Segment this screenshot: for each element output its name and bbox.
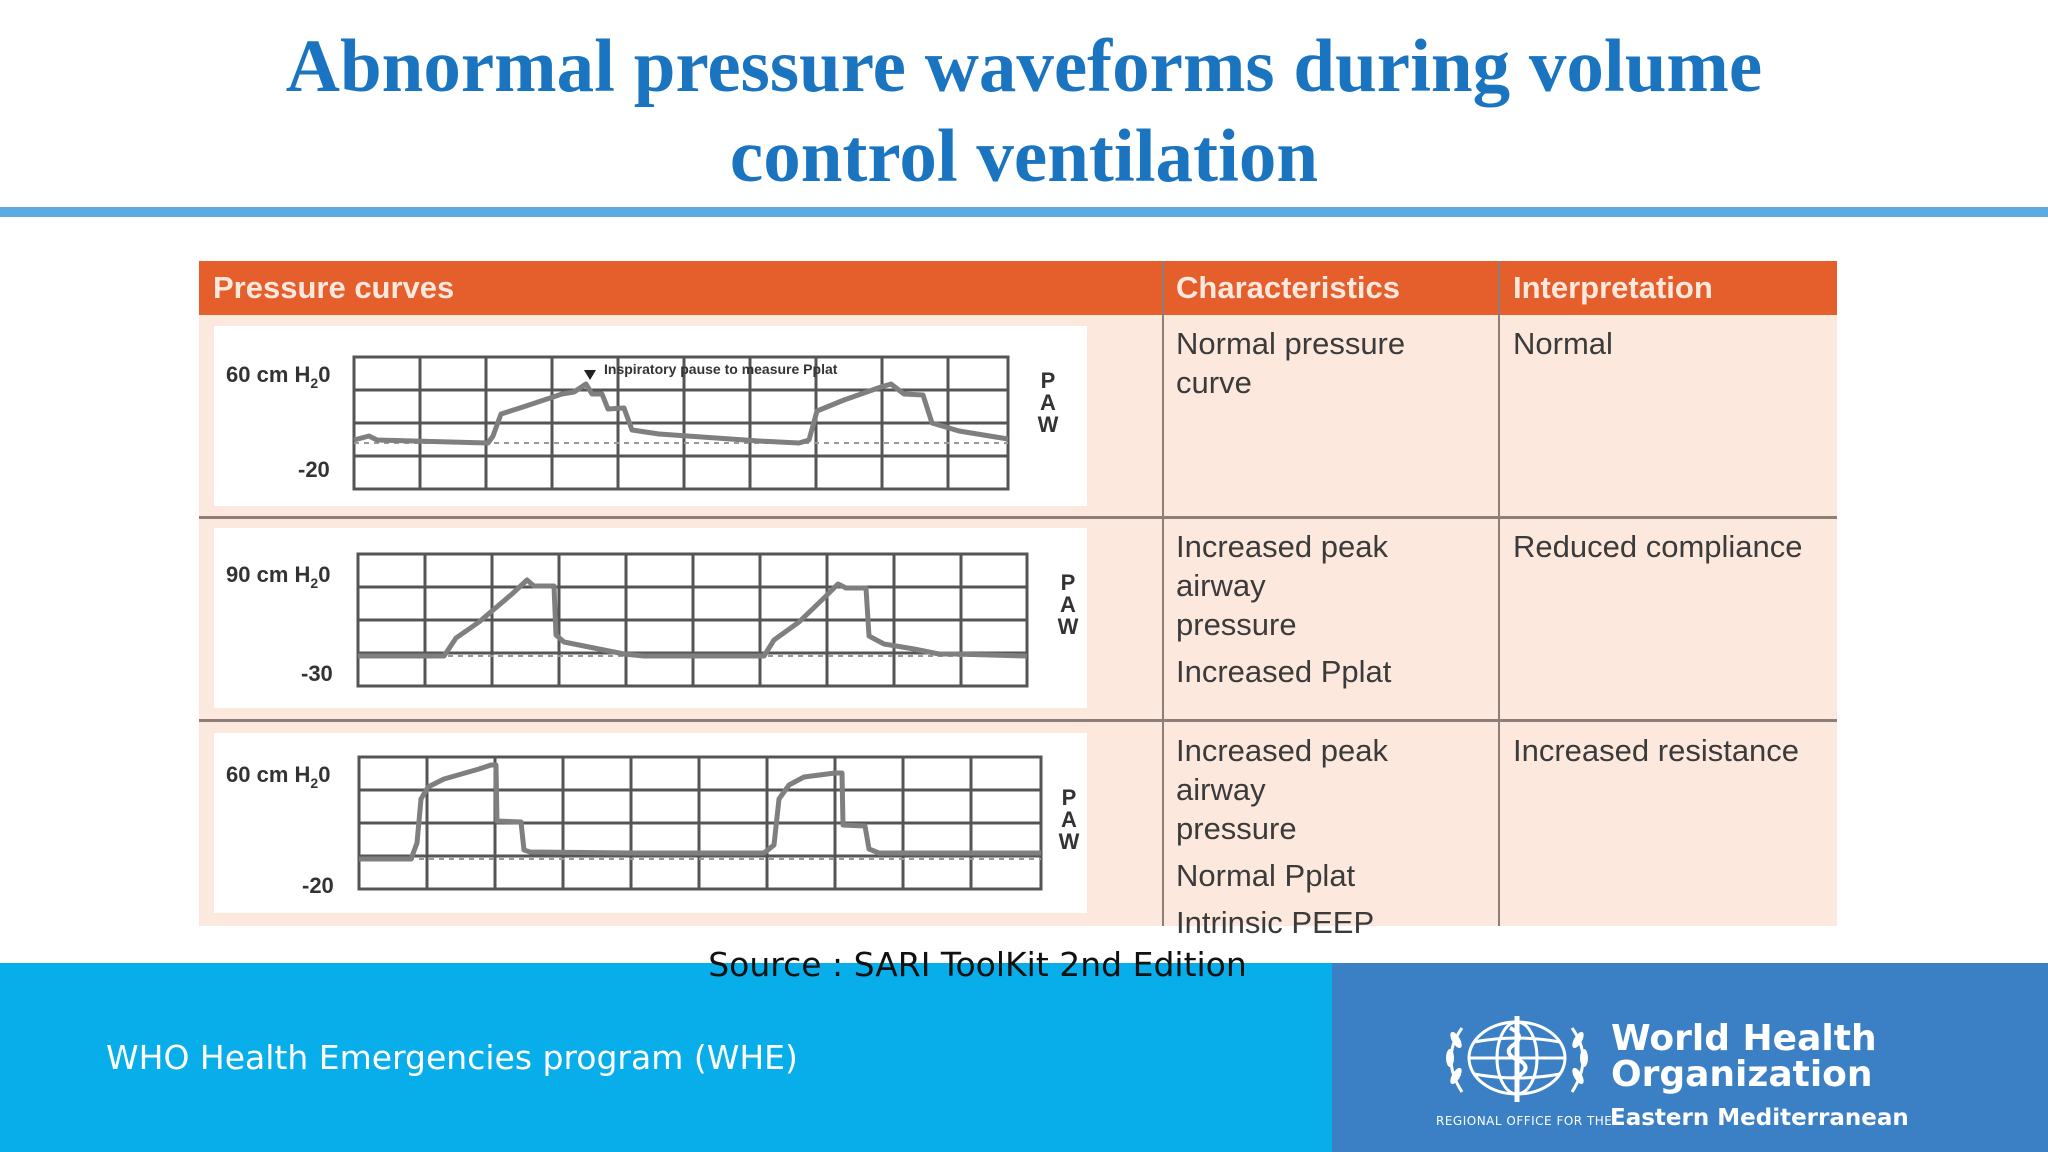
row-divider [199, 719, 1837, 722]
table-header: Pressure curves Characteristics Interpre… [199, 261, 1837, 315]
axis-label-p: P [1061, 570, 1076, 595]
pressure-curve-normal: 60 cm H20 -20 Inspiratory pause to measu… [214, 326, 1087, 506]
characteristic-text: Intrinsic PEEP [1176, 905, 1375, 940]
scale-top-label: 60 cm H20 [226, 362, 330, 391]
who-name: World Health Organization [1611, 1021, 1877, 1093]
characteristic-text: pressure [1176, 811, 1297, 846]
source-caption: Source : SARI ToolKit 2nd Edition [708, 945, 1247, 984]
column-divider [1498, 261, 1500, 926]
axis-label-w: W [1059, 829, 1080, 854]
title-divider [0, 207, 2048, 217]
row-divider [199, 516, 1837, 519]
characteristic-text: Normal Pplat [1176, 858, 1356, 893]
waveform-reduced-compliance: 90 cm H20 -30 P A W [226, 552, 1079, 688]
waveform-table: Pressure curves Characteristics Interpre… [199, 261, 1837, 940]
scale-bottom-label: -30 [301, 661, 333, 686]
axis-label-a: A [1060, 592, 1076, 617]
interpretation-normal: Normal [1513, 326, 1613, 361]
axis-label-p: P [1041, 368, 1056, 393]
scale-bottom-label: -20 [298, 457, 330, 482]
axis-label-w: W [1058, 614, 1079, 639]
slide-title-line-1: Abnormal pressure waveforms during volum… [285, 25, 1763, 108]
characteristic-text: Increased peak airway [1176, 529, 1388, 603]
characteristics-reduced-compliance: Increased peak airway pressure Increased… [1176, 527, 1486, 691]
characteristics-normal: Normal pressure curve [1176, 324, 1486, 402]
axis-label-p: P [1062, 785, 1077, 810]
header-pressure-curves: Pressure curves [213, 270, 455, 305]
header-interpretation: Interpretation [1513, 270, 1713, 305]
column-divider [1162, 261, 1164, 926]
slide-title: Abnormal pressure waveforms during volum… [0, 22, 2048, 202]
plot-grid [357, 755, 1043, 891]
header-characteristics: Characteristics [1176, 270, 1401, 305]
footer-band [0, 963, 1332, 1152]
axis-label-a: A [1040, 390, 1056, 415]
axis-label-w: W [1038, 412, 1059, 437]
waveform-normal: 60 cm H20 -20 Inspiratory pause to measu… [226, 355, 1059, 491]
pressure-curve-increased-resistance: 60 cm H20 -20 P A W [214, 733, 1087, 913]
characteristic-text: pressure [1176, 607, 1297, 642]
scale-top-label: 90 cm H20 [226, 562, 330, 591]
pressure-curve-reduced-compliance: 90 cm H20 -30 P A W [214, 528, 1087, 708]
interpretation-reduced-compliance: Reduced compliance [1513, 529, 1803, 564]
characteristics-increased-resistance: Increased peak airway pressure Normal Pp… [1176, 731, 1486, 942]
who-region-prefix: REGIONAL OFFICE FOR THE [1436, 1114, 1613, 1128]
characteristic-text: Normal pressure curve [1176, 326, 1406, 400]
pressure-trace [359, 762, 1041, 862]
slide-title-line-2: control ventilation [729, 115, 1319, 198]
interpretation-increased-resistance: Increased resistance [1513, 733, 1800, 768]
characteristic-text: Increased peak airway [1176, 733, 1388, 807]
axis-label-a: A [1061, 807, 1077, 832]
who-emblem-icon [1446, 1016, 1588, 1102]
pause-marker-icon [584, 370, 596, 380]
who-name-line-2: Organization [1611, 1054, 1873, 1095]
characteristic-text: Increased Pplat [1176, 654, 1392, 689]
waveform-increased-resistance: 60 cm H20 -20 P A W [226, 755, 1080, 898]
program-name: WHO Health Emergencies program (WHE) [106, 1038, 798, 1077]
pressure-trace [353, 381, 1009, 446]
pressure-trace [358, 577, 1028, 659]
who-region-name: Eastern Mediterranean [1610, 1105, 1909, 1131]
plot-grid [356, 552, 1029, 688]
scale-bottom-label: -20 [302, 873, 334, 898]
who-name-line-1: World Health [1611, 1018, 1877, 1059]
scale-top-label: 60 cm H20 [226, 762, 330, 791]
pause-annotation: Inspiratory pause to measure Pplat [604, 361, 838, 377]
